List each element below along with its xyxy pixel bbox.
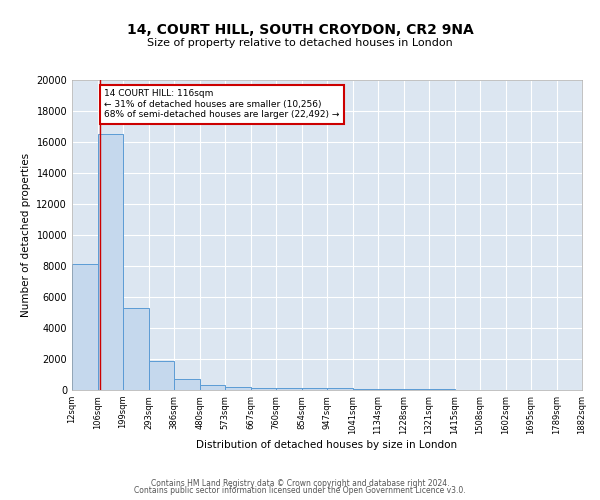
- Bar: [174, 379, 200, 390]
- Bar: [378, 389, 404, 390]
- Bar: [98, 134, 123, 390]
- X-axis label: Distribution of detached houses by size in London: Distribution of detached houses by size …: [196, 440, 458, 450]
- Text: Contains HM Land Registry data © Crown copyright and database right 2024.: Contains HM Land Registry data © Crown c…: [151, 478, 449, 488]
- Bar: [149, 362, 174, 390]
- Bar: [72, 264, 98, 390]
- Bar: [251, 388, 276, 390]
- Bar: [276, 388, 302, 390]
- Text: 14 COURT HILL: 116sqm
← 31% of detached houses are smaller (10,256)
68% of semi-: 14 COURT HILL: 116sqm ← 31% of detached …: [104, 90, 340, 119]
- Bar: [404, 389, 429, 390]
- Bar: [225, 387, 251, 390]
- Text: 14, COURT HILL, SOUTH CROYDON, CR2 9NA: 14, COURT HILL, SOUTH CROYDON, CR2 9NA: [127, 22, 473, 36]
- Y-axis label: Number of detached properties: Number of detached properties: [21, 153, 31, 317]
- Bar: [123, 308, 149, 390]
- Text: Contains public sector information licensed under the Open Government Licence v3: Contains public sector information licen…: [134, 486, 466, 495]
- Bar: [302, 388, 327, 390]
- Text: Size of property relative to detached houses in London: Size of property relative to detached ho…: [147, 38, 453, 48]
- Bar: [200, 386, 225, 390]
- Bar: [327, 388, 353, 390]
- Bar: [353, 389, 378, 390]
